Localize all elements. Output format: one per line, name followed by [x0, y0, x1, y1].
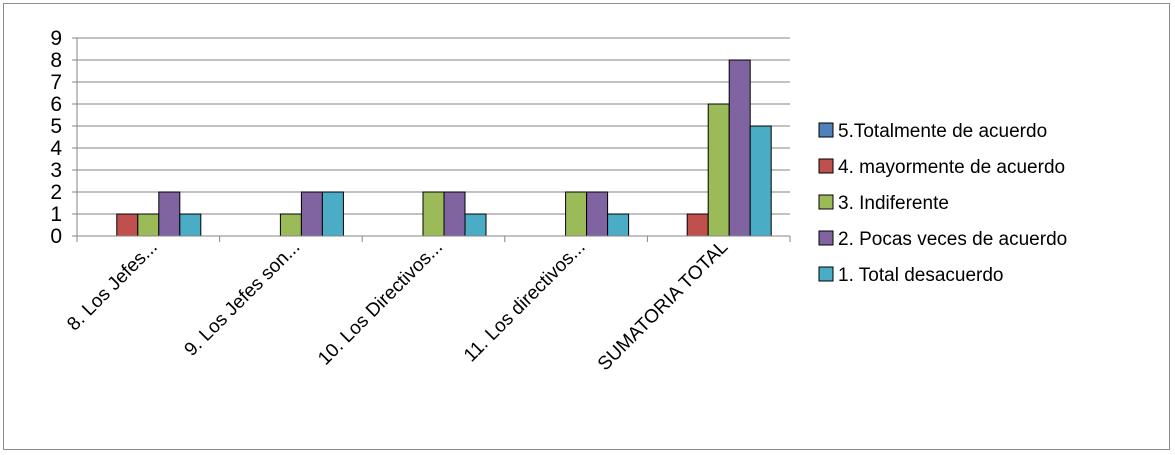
bar	[686, 213, 709, 237]
x-category-label: 8. Los Jefes...	[63, 237, 161, 335]
y-tick-label: 1	[50, 203, 62, 226]
chart-area: 0 1 2 3 4 5 6 7 8 9 8. Los Jefes... 9. Los Jefes so…	[3, 3, 1170, 450]
bar	[707, 103, 730, 237]
legend-entry-label: 3. Indiferente	[838, 193, 949, 214]
legend-entry-label: 5.Totalmente de acuerdo	[838, 121, 1047, 142]
y-tick-label: 5	[50, 115, 62, 138]
bar	[137, 213, 160, 237]
bar	[179, 213, 202, 237]
legend-entry-label: 1. Total desacuerdo	[838, 265, 1004, 286]
bar	[158, 191, 181, 237]
legend-swatch	[818, 122, 834, 138]
x-category-label: 10. Los Directivos...	[314, 237, 447, 370]
bar	[116, 213, 139, 237]
x-category-label: SUMATORIA TOTAL	[594, 237, 732, 375]
x-category-label: 11. Los directivos...	[460, 237, 590, 367]
y-tick-label: 8	[50, 49, 62, 72]
legend-swatch	[818, 230, 834, 246]
bar	[422, 191, 445, 237]
bar	[464, 213, 487, 237]
legend-swatch	[818, 266, 834, 282]
bar	[300, 191, 323, 237]
y-tick-label: 9	[50, 27, 62, 50]
bar	[279, 213, 302, 237]
legend-swatch	[818, 194, 834, 210]
y-tick-label: 7	[50, 71, 62, 94]
bar	[728, 59, 751, 237]
bar	[443, 191, 466, 237]
bar	[321, 191, 344, 237]
bar	[607, 213, 630, 237]
x-category-label: 9. Los Jefes son...	[181, 237, 305, 361]
bar	[749, 125, 772, 237]
y-tick-label: 4	[50, 137, 62, 160]
y-tick-label: 0	[50, 225, 62, 248]
y-tick-label: 6	[50, 93, 62, 116]
legend-entry-label: 4. mayormente de acuerdo	[838, 157, 1065, 178]
legend-entry-label: 2. Pocas veces de acuerdo	[838, 229, 1067, 250]
bar	[586, 191, 609, 237]
bar	[565, 191, 588, 237]
y-tick-label: 2	[50, 181, 62, 204]
y-tick-label: 3	[50, 159, 62, 182]
legend-swatch	[818, 158, 834, 174]
